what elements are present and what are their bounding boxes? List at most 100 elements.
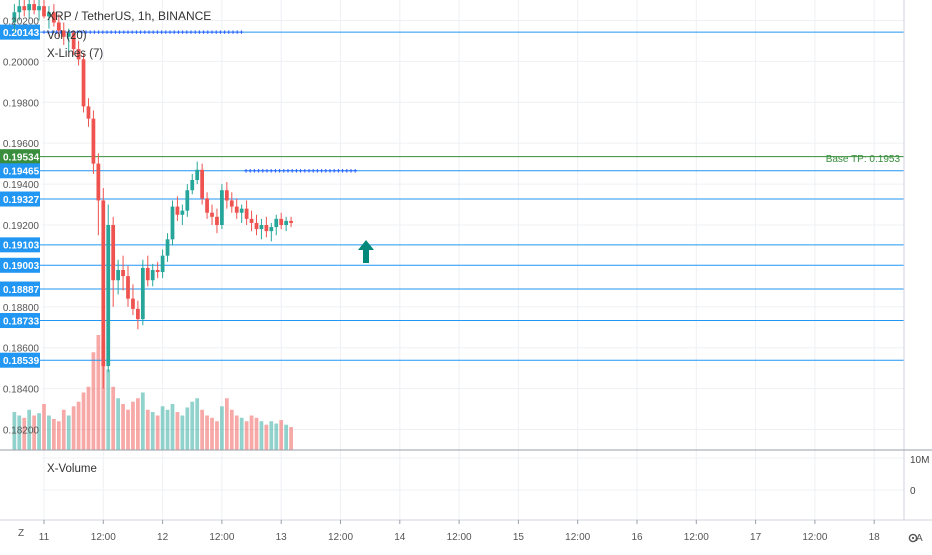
x-tick-label: 12 bbox=[157, 532, 169, 543]
volume-bar bbox=[259, 421, 264, 450]
candle-body bbox=[71, 32, 76, 50]
x-line-marker bbox=[117, 30, 122, 34]
volume-bar bbox=[27, 409, 32, 450]
candle-body bbox=[76, 49, 81, 60]
y-tick-label: 0.19400 bbox=[3, 180, 40, 191]
volume-bars bbox=[12, 335, 293, 450]
volume-bar bbox=[200, 409, 205, 450]
candle-body bbox=[86, 106, 91, 119]
x-line-marker bbox=[180, 30, 185, 34]
x-tick-label: 12:00 bbox=[91, 532, 116, 543]
volume-bar bbox=[175, 412, 180, 450]
base-tp-label: Base TP: 0.1953 bbox=[826, 154, 901, 165]
volume-bar bbox=[145, 409, 150, 450]
x-line-marker bbox=[218, 30, 223, 34]
volume-bar bbox=[116, 398, 121, 450]
x-line-marker bbox=[353, 168, 357, 173]
level-price-tag bbox=[0, 191, 40, 207]
x-line-marker bbox=[332, 168, 336, 173]
volume-bar bbox=[136, 398, 140, 450]
x-line-marker bbox=[239, 30, 244, 34]
volume-bar bbox=[52, 418, 56, 450]
volume-bar bbox=[47, 415, 51, 450]
volume-bar bbox=[91, 352, 96, 450]
candle-body bbox=[175, 206, 180, 215]
candle-body bbox=[140, 267, 145, 320]
candle-body bbox=[205, 198, 209, 213]
level-price-tag bbox=[0, 352, 40, 368]
volume-bar bbox=[22, 417, 27, 450]
x-line-marker bbox=[252, 168, 257, 173]
candle-body bbox=[279, 218, 284, 225]
chart-title: XRP / TetherUS, 1h, BINANCE bbox=[47, 9, 211, 23]
volume-bar bbox=[224, 398, 229, 450]
x-line-marker bbox=[151, 30, 155, 34]
x-line-marker bbox=[222, 30, 227, 34]
volume-bar bbox=[215, 421, 219, 450]
axes: 0.20200 0.20000 0.19800 0.19600 0.19400 0.192… bbox=[0, 0, 932, 543]
candle-body bbox=[284, 220, 289, 225]
level-price-label: 0.20143 bbox=[3, 28, 40, 39]
volume-bar bbox=[71, 406, 76, 450]
x-line-marker bbox=[282, 168, 286, 173]
x-line-marker bbox=[286, 168, 290, 173]
volume-bar bbox=[76, 401, 81, 450]
candle-body bbox=[289, 220, 293, 223]
candle-body bbox=[259, 225, 264, 230]
volume-bar bbox=[210, 417, 214, 450]
volume-bar bbox=[42, 404, 46, 450]
x-line-marker bbox=[349, 168, 353, 173]
level-price-tag bbox=[0, 163, 40, 179]
y-tick-label: 0.18800 bbox=[3, 303, 40, 314]
level-price-label: 0.19465 bbox=[3, 167, 40, 178]
candle-body bbox=[22, 6, 27, 11]
legend-xlines: X-Lines (7) bbox=[47, 48, 103, 60]
x-line-marker bbox=[244, 168, 248, 173]
x-tick-label: 12:00 bbox=[565, 532, 590, 543]
volume-bar bbox=[234, 415, 239, 450]
candle-body bbox=[81, 59, 86, 107]
legend-vol: Vol (20) bbox=[47, 30, 87, 42]
y-tick-label: 0.18200 bbox=[3, 426, 40, 437]
volume-bar bbox=[249, 415, 254, 450]
candle-body bbox=[106, 225, 111, 367]
volume-bar bbox=[111, 386, 116, 450]
volume-bar bbox=[190, 401, 195, 450]
z-icon[interactable]: Z bbox=[18, 528, 24, 539]
y-tick-label: 0.20200 bbox=[3, 16, 40, 27]
volume-bar bbox=[106, 369, 111, 450]
x-line-marker bbox=[185, 30, 189, 34]
x-line-marker bbox=[126, 30, 130, 34]
candle-body bbox=[195, 169, 200, 180]
volume-bar bbox=[170, 404, 175, 450]
volume-bar bbox=[37, 413, 41, 450]
x-tick-label: 11 bbox=[39, 532, 50, 543]
x-tick-label: 14 bbox=[394, 532, 406, 543]
level-price-label: 0.18733 bbox=[3, 316, 40, 327]
y-tick-label: 0.19800 bbox=[3, 98, 40, 109]
candle-body bbox=[47, 12, 51, 17]
x-line-marker bbox=[101, 30, 105, 34]
x-tick-label: 12:00 bbox=[447, 532, 472, 543]
x-lines-markers bbox=[42, 30, 357, 173]
level-price-tag bbox=[0, 313, 40, 329]
y-tick-label: 0.18600 bbox=[3, 344, 40, 355]
candle-body bbox=[165, 239, 170, 256]
candle-body bbox=[56, 22, 61, 31]
gear-icon[interactable] bbox=[908, 533, 918, 543]
volume-bar bbox=[126, 409, 130, 450]
x-line-marker bbox=[155, 30, 160, 34]
candle-body bbox=[249, 218, 254, 223]
x-line-marker bbox=[189, 30, 193, 34]
x-line-marker bbox=[315, 168, 320, 173]
volume-bar bbox=[195, 398, 200, 450]
y-tick-label: 0.18400 bbox=[3, 385, 40, 396]
level-price-label: 0.19327 bbox=[3, 195, 40, 206]
level-price-label: 0.18539 bbox=[3, 356, 40, 367]
volume-bar bbox=[274, 423, 279, 450]
candle-body bbox=[111, 225, 116, 281]
x-tick-label: 16 bbox=[631, 532, 643, 543]
auto-scale-icon[interactable]: A bbox=[916, 533, 923, 544]
level-price-tag bbox=[0, 237, 40, 253]
